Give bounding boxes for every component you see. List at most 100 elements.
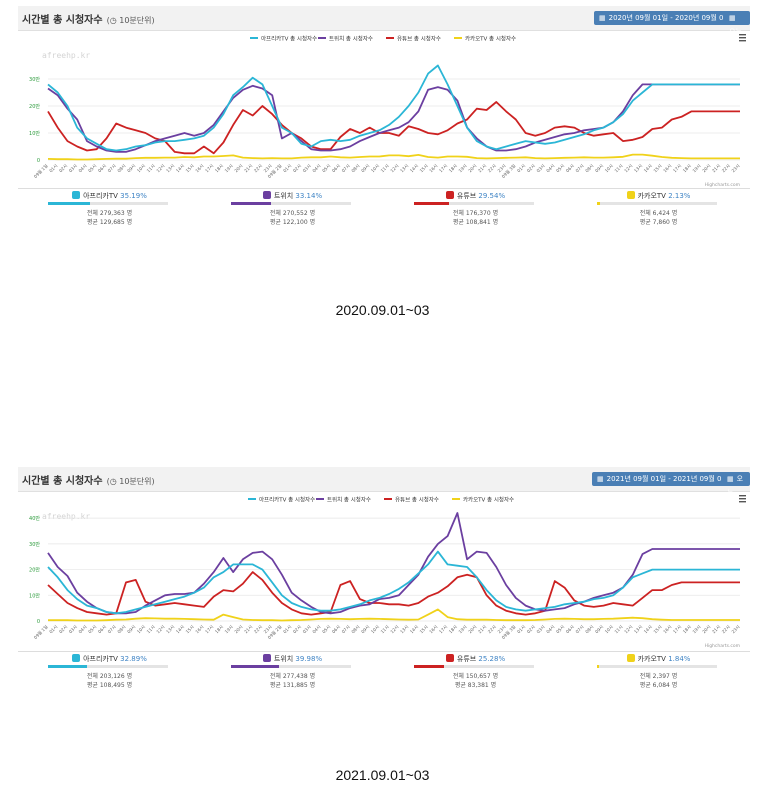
x-tick-label: 04시 (77, 163, 88, 174)
x-tick-label: 06시 (565, 624, 576, 635)
x-tick-label: 20시 (467, 624, 478, 635)
legend-item[interactable]: 아프리카TV 총 시청자수 (250, 35, 317, 43)
afreecatv-icon (72, 654, 81, 662)
platform-name: 트위치 (273, 192, 296, 200)
x-tick-label: 15시 (653, 624, 664, 635)
x-tick-label: 13시 (633, 624, 644, 635)
y-tick-label: 20만 (29, 567, 40, 574)
x-tick-label: 18시 (682, 624, 693, 635)
today-label: 오늘 (727, 475, 744, 497)
platform-share: 32.89% (120, 655, 147, 663)
x-tick-label: 19시 (458, 624, 469, 635)
panel-title-text: 시간별 총 시청자수 (22, 476, 103, 487)
platform-stat: 유튜브 29.54% 전체 176,370 명 평균 108,841 명 (384, 189, 567, 229)
x-tick-label: 12시 (155, 624, 166, 635)
x-tick-label: 10시 (604, 163, 615, 174)
legend: 아프리카TV 총 시청자수 트위치 총 시청자수 유튜브 총 시청자수 카카오TV 총… (250, 35, 516, 43)
date-range-button[interactable]: ▦ 2020년 09월 01일 - 2020년 09월 03일 (594, 11, 740, 25)
x-tick-label: 14시 (409, 163, 420, 174)
x-tick-label: 19시 (458, 163, 469, 174)
total-viewers: 전체 203,126 명 (86, 673, 133, 680)
hamburger-icon[interactable] (739, 34, 746, 42)
x-tick-label: 01시 (516, 163, 527, 174)
legend-label: 아프리카TV 총 시청자수 (259, 496, 315, 504)
legend-item[interactable]: 카카오TV 총 시청자수 (454, 35, 516, 43)
date-range-button[interactable]: ▦ 2021년 09월 01일 - 2021년 09월 03일 (592, 472, 738, 486)
share-bar-fill (414, 202, 450, 205)
x-tick-label: 23시 (497, 624, 508, 635)
today-button[interactable]: ▦오늘 (722, 472, 750, 497)
x-tick-label: 07시 (575, 163, 586, 174)
x-tick-label: 03시 (302, 624, 313, 635)
x-tick-label: 13시 (165, 624, 176, 635)
share-bar-fill (48, 665, 88, 668)
y-tick-label: 40만 (29, 515, 40, 522)
calendar-icon: ▦ (729, 14, 736, 22)
average-viewers: 평균 131,885 명 (269, 682, 316, 689)
chart-panel-2021: 시간별 총 시청자수 (◷ 10분단위) ▦ 2021년 09월 01일 - 202… (18, 467, 750, 689)
x-tick-label: 10시 (370, 624, 381, 635)
x-tick-label: 11시 (146, 163, 157, 174)
share-bar-fill (231, 202, 271, 205)
x-tick-label: 13시 (165, 163, 176, 174)
series-line-2 (47, 571, 740, 616)
x-tick-label: 03시 (68, 624, 79, 635)
average-viewers: 평균 108,495 명 (86, 682, 133, 689)
x-tick-label: 12시 (155, 163, 166, 174)
legend-item[interactable]: 트위치 총 시청자수 (318, 35, 373, 43)
average-viewers: 평균 7,860 명 (639, 219, 678, 226)
x-tick-label: 15시 (419, 624, 430, 635)
y-tick-label: 20만 (29, 103, 40, 110)
x-tick-label: 09시 (594, 163, 605, 174)
line-chart-2021: afreehp.kr 아프리카TV 총 시청자수 트위치 총 시청자수 유튜브 총 시… (29, 495, 746, 649)
watermark: afreehp.kr (42, 51, 90, 60)
x-tick-label: 05시 (555, 624, 566, 635)
x-tick-label: 19시 (224, 163, 235, 174)
legend-label: 트위치 총 시청자수 (327, 496, 371, 504)
x-tick-label: 16시 (662, 624, 673, 635)
x-tick-label: 12시 (623, 163, 634, 174)
average-viewers: 평균 108,841 명 (452, 219, 499, 226)
calendar-icon: ▦ (599, 14, 606, 22)
stat-header: 아프리카TV 32.89% (18, 654, 201, 664)
x-tick-label: 19시 (692, 624, 703, 635)
legend-item[interactable]: 트위치 총 시청자수 (316, 496, 371, 504)
x-tick-label: 02시 (292, 624, 303, 635)
x-tick-label: 03시 (302, 163, 313, 174)
x-tick-label: 10시 (136, 624, 147, 635)
x-tick-label: 22시 (487, 624, 498, 635)
platform-stats-2020: 아프리카TV 35.19% 전체 279,363 명 평균 129,685 명 트위치… (18, 188, 750, 229)
x-tick-label: 09시 (360, 163, 371, 174)
x-tick-label: 03시 (536, 163, 547, 174)
legend-item[interactable]: 유튜브 총 시청자수 (386, 35, 441, 43)
legend-item[interactable]: 아프리카TV 총 시청자수 (248, 496, 315, 504)
x-tick-label: 06시 (331, 624, 342, 635)
average-viewers: 평균 6,084 명 (639, 682, 678, 689)
chart-panel-2020: 시간별 총 시청자수 (◷ 10분단위) ▦ 2020년 09월 01일 - 202… (18, 6, 750, 226)
y-tick-label: 0 (37, 158, 40, 164)
x-tick-label: 02시 (292, 163, 303, 174)
platform-share: 25.28% (478, 655, 506, 663)
x-tick-label: 20시 (701, 624, 712, 635)
x-tick-label: 20시 (233, 624, 244, 635)
platform-stat: 트위치 33.14% 전체 270,552 명 평균 122,100 명 (201, 189, 384, 229)
x-tick-label: 21시 (243, 624, 254, 635)
x-tick-label: 13시 (633, 163, 644, 174)
hamburger-icon[interactable] (739, 495, 746, 503)
legend-item[interactable]: 유튜브 총 시청자수 (384, 496, 439, 504)
x-tick-label: 08시 (584, 163, 595, 174)
x-tick-label: 17시 (438, 624, 449, 635)
x-tick-label: 06시 (97, 163, 108, 174)
share-bar (231, 665, 351, 668)
caption-2021: 2021.09.01~03 (335, 767, 430, 783)
share-bar (48, 665, 168, 668)
y-tick-label: 0 (37, 619, 40, 625)
today-button[interactable]: ▦오늘 (724, 11, 750, 36)
legend-item[interactable]: 카카오TV 총 시청자수 (452, 496, 514, 504)
stat-header: 트위치 39.98% (201, 654, 384, 664)
x-tick-label: 01시 (516, 624, 527, 635)
x-tick-label: 13시 (399, 624, 410, 635)
x-tick-label: 23시 (263, 163, 274, 174)
platform-name: 트위치 (273, 655, 296, 663)
y-tick-label: 30만 (29, 76, 40, 83)
